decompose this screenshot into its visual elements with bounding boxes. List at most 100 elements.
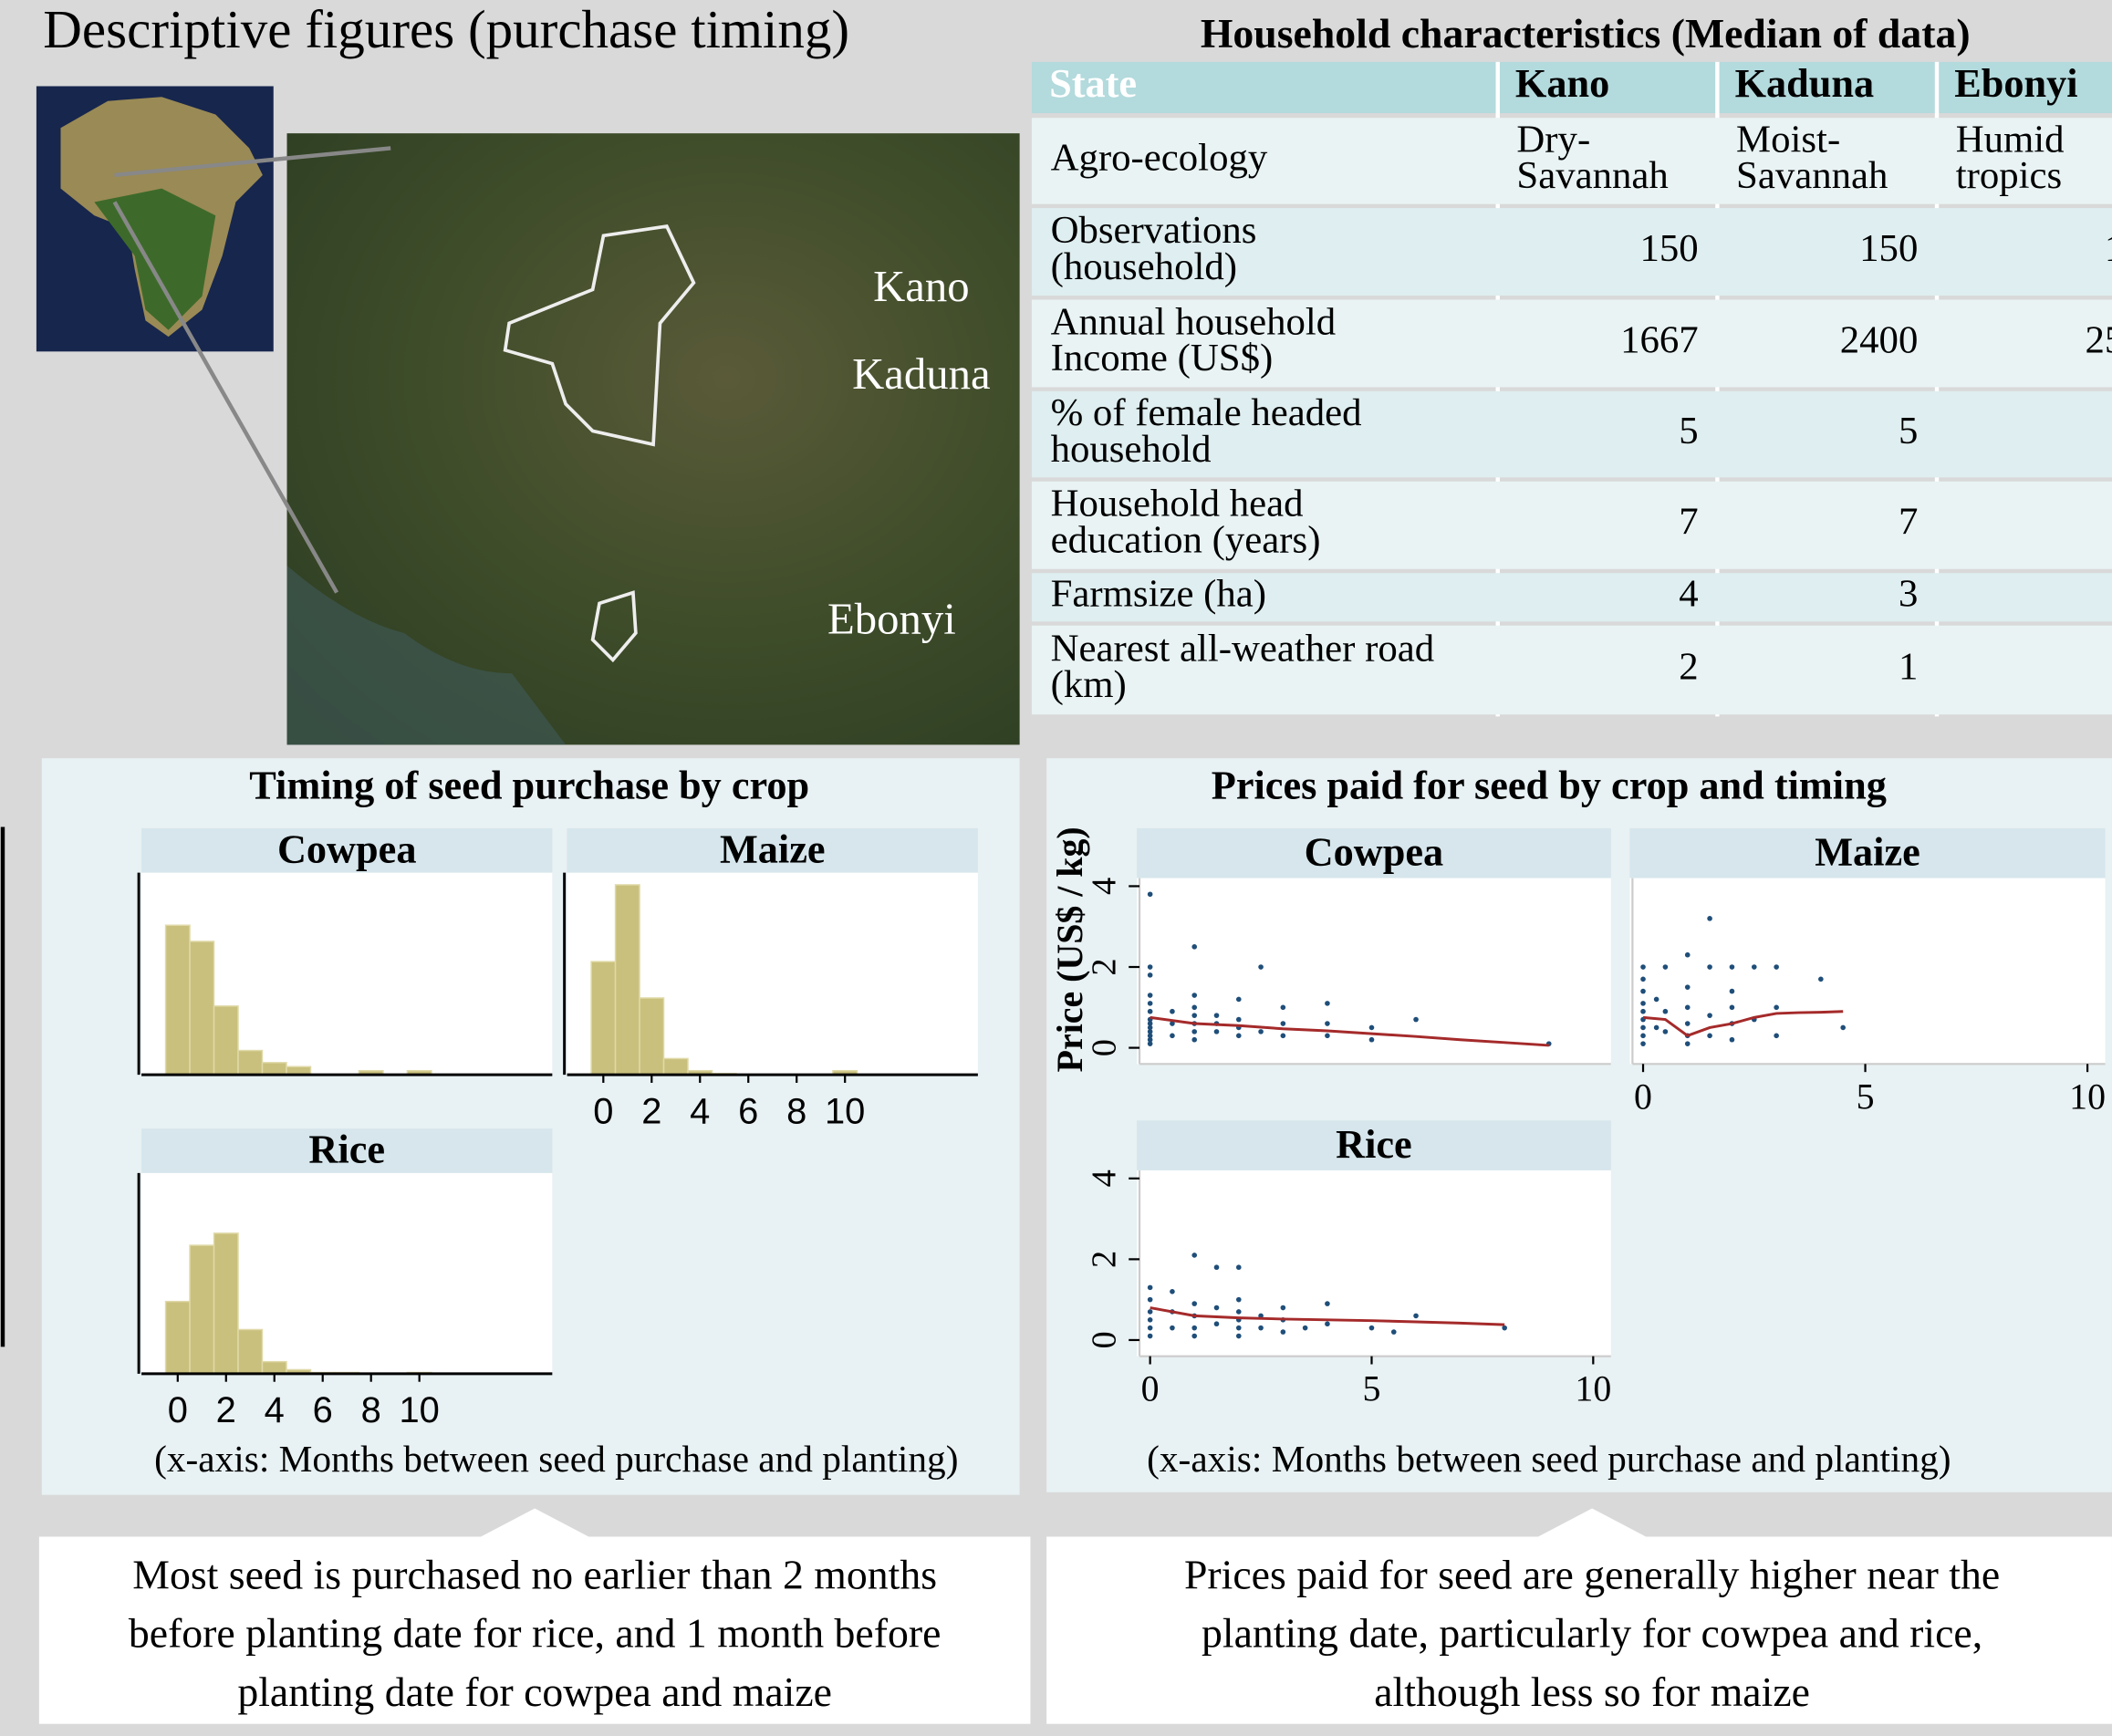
scatter-point: [1281, 1033, 1286, 1038]
table-cell: 1: [1899, 645, 1918, 688]
scatter-point: [1236, 997, 1242, 1003]
table-header: State: [1049, 61, 1137, 106]
poster-title: Descriptive figures (purchase timing): [43, 0, 849, 59]
table-cell: Savannah: [1736, 154, 1888, 197]
x-tick-label: 4: [690, 1091, 710, 1131]
table-header: Ebonyi: [1954, 61, 2077, 106]
scatter-point: [1258, 1325, 1264, 1331]
scatter-point: [1170, 1289, 1175, 1294]
table-cell: 2400: [1840, 318, 1919, 361]
scatter-point: [1236, 1309, 1242, 1315]
scatter-point: [1654, 1025, 1659, 1031]
map-label: Ebonyi: [827, 595, 956, 644]
histogram-bar: [190, 941, 213, 1075]
histogram-bar: [166, 1302, 190, 1374]
caption-line: Prices paid for seed are generally highe…: [1184, 1552, 2000, 1598]
panel-title: Timing of seed purchase by crop: [249, 763, 809, 807]
scatter-point: [1236, 1334, 1242, 1339]
scatter-point: [1685, 1021, 1691, 1026]
scatter-point: [1730, 989, 1735, 994]
scatter-point: [1191, 1334, 1197, 1339]
scatter-point: [1663, 1009, 1669, 1014]
row-label: Agro-ecology: [1051, 136, 1268, 179]
panel-title: Prices paid for seed by crop and timing: [1212, 763, 1887, 807]
scatter-point: [1148, 1334, 1153, 1339]
table-header: Kano: [1515, 61, 1609, 106]
table-cell: 1667: [1620, 318, 1699, 361]
scatter-point: [1191, 1013, 1197, 1018]
scatter-point: [1214, 1305, 1220, 1311]
histogram-bar: [166, 925, 190, 1075]
x-axis-note: (x-axis: Months between seed purchase an…: [1147, 1438, 1951, 1481]
histogram-bar: [640, 998, 663, 1075]
scatter-point: [1236, 1325, 1242, 1331]
scatter-point: [1148, 1009, 1153, 1014]
histogram-bar: [214, 1233, 238, 1374]
x-tick-label: 2: [216, 1390, 236, 1430]
scatter-point: [1640, 989, 1646, 994]
scatter-point: [1730, 1004, 1735, 1010]
y-tick-label: 0: [1085, 1039, 1123, 1056]
scatter-point: [1391, 1329, 1397, 1335]
x-tick-label: 8: [361, 1390, 381, 1430]
map-label: Kano: [873, 262, 970, 311]
scatter-point: [1325, 1001, 1330, 1006]
scatter-point: [1685, 1004, 1691, 1010]
row-label: (km): [1051, 663, 1127, 706]
scatter-point: [1148, 1309, 1153, 1315]
scatter-point: [1148, 1285, 1153, 1291]
row-label: Income (US$): [1051, 337, 1274, 379]
scatter-point: [1640, 976, 1646, 982]
x-tick-label: 10: [399, 1390, 439, 1430]
x-tick-label: 2: [641, 1091, 661, 1131]
x-tick-label: 6: [313, 1390, 333, 1430]
table-cell: 120: [2105, 227, 2112, 270]
plot-area: [1629, 878, 2105, 1065]
scatter-point: [1148, 891, 1153, 897]
row-label: (household): [1051, 245, 1237, 288]
histogram-bar: [664, 1058, 688, 1075]
poster: Descriptive figures (purchase timing) Ho…: [0, 0, 2112, 1736]
scatter-point: [1774, 1004, 1779, 1010]
scatter-point: [1148, 1325, 1153, 1331]
table-cell: 150: [1859, 227, 1918, 270]
histogram-bar: [591, 962, 615, 1075]
x-tick-label: 0: [1141, 1368, 1160, 1409]
map-label: Kaduna: [852, 349, 990, 399]
histogram-bar: [190, 1245, 213, 1374]
facet-title: Cowpea: [1305, 829, 1444, 874]
scatter-point: [1281, 1329, 1286, 1335]
histogram-bar: [238, 1051, 262, 1076]
plot-area: [1137, 878, 1611, 1065]
scatter-point: [1730, 964, 1735, 970]
table-cell: 2500: [2085, 318, 2112, 361]
row-label: Farmsize (ha): [1051, 573, 1266, 616]
scatter-point: [1170, 1033, 1175, 1038]
y-tick-label: 0: [1085, 1331, 1123, 1348]
caption-line: Most seed is purchased no earlier than 2…: [132, 1552, 937, 1598]
y-axis-label: Price (US$ / kg): [1049, 826, 1090, 1072]
scatter-point: [1502, 1325, 1507, 1331]
histogram-bar: [263, 1063, 286, 1075]
scatter-point: [1707, 1013, 1712, 1018]
histogram-bar: [214, 1006, 238, 1075]
x-tick-label: 5: [1857, 1076, 1875, 1117]
scatter-point: [1214, 1013, 1220, 1018]
scatter-point: [1640, 964, 1646, 970]
facet-title: Maize: [720, 826, 826, 871]
scatter-point: [1413, 1017, 1419, 1023]
scatter-point: [1191, 1037, 1197, 1043]
scatter-point: [1214, 1321, 1220, 1326]
scatter-point: [1685, 952, 1691, 958]
scatter-point: [1663, 1029, 1669, 1034]
scatter-point: [1214, 1264, 1220, 1270]
table-cell: 5: [1899, 410, 1918, 452]
scatter-point: [1148, 972, 1153, 978]
x-tick-label: 8: [786, 1091, 806, 1131]
scatter-point: [1707, 916, 1712, 921]
page: { "title": "Descriptive figures (purchas…: [0, 0, 2112, 1736]
table-cell: 7: [1899, 501, 1918, 544]
histogram-bar: [263, 1362, 286, 1374]
scatter-point: [1369, 1325, 1375, 1331]
scatter-point: [1654, 997, 1659, 1003]
